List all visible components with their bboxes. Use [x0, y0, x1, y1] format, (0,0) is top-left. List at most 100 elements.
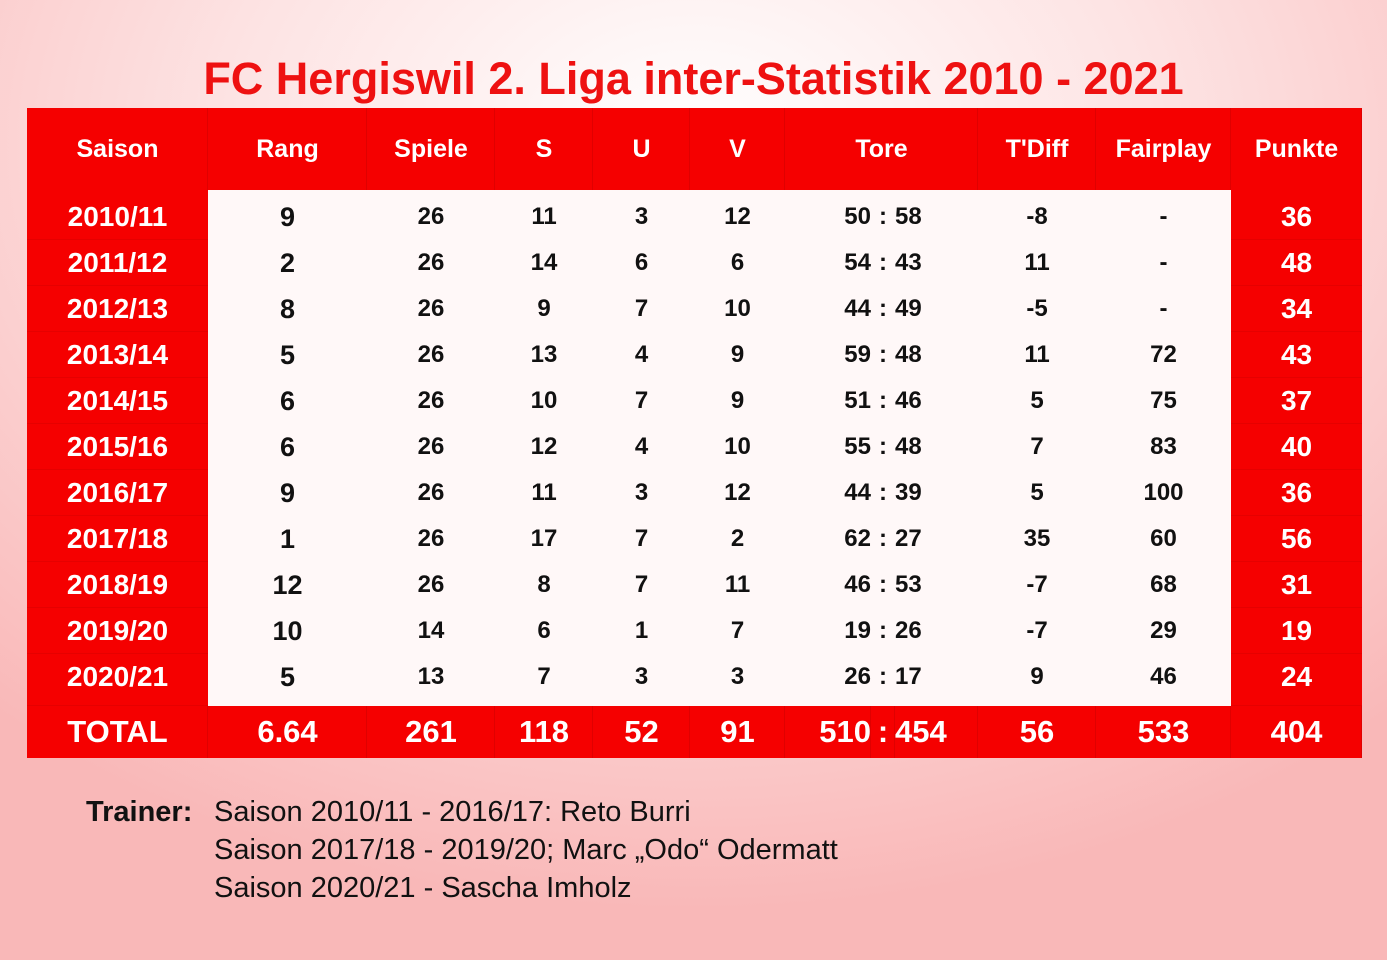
cell-tore-separator: :	[871, 470, 895, 516]
trainer-label: Trainer:	[86, 796, 193, 828]
cell-spiele: 26	[367, 332, 495, 378]
cell-v: 6	[690, 240, 785, 286]
cell-tore-for: 62	[785, 516, 871, 562]
cell-fairplay: 83	[1096, 424, 1232, 470]
cell-v: 91	[690, 706, 785, 758]
trainer-line: Saison 2017/18 - 2019/20; Marc „Odo“ Ode…	[214, 834, 838, 866]
cell-v: 10	[690, 286, 785, 332]
cell-saison: 2010/11	[27, 190, 208, 240]
cell-v: 7	[690, 608, 785, 654]
cell-saison: 2019/20	[27, 608, 208, 654]
cell-s: 11	[495, 470, 593, 516]
cell-s: 6	[495, 608, 593, 654]
cell-s: 17	[495, 516, 593, 562]
cell-u: 6	[593, 240, 690, 286]
cell-tdiff: -7	[978, 608, 1097, 654]
total-row: TOTAL 6.64 261 118 52 91 510:454 56 533 404	[27, 706, 1363, 758]
cell-fairplay: -	[1096, 190, 1232, 240]
header-u: U	[593, 108, 690, 190]
cell-rang: 10	[208, 608, 367, 654]
cell-saison: 2020/21	[27, 654, 208, 706]
cell-punkte: 36	[1231, 470, 1363, 516]
cell-saison: TOTAL	[27, 706, 208, 758]
cell-spiele: 13	[367, 654, 495, 706]
cell-tdiff: 9	[978, 654, 1097, 706]
header-spiele: Spiele	[367, 108, 495, 190]
page-title: FC Hergiswil 2. Liga inter-Statistik 201…	[203, 53, 1184, 104]
cell-s: 14	[495, 240, 593, 286]
cell-tore-against: 58	[895, 190, 979, 240]
cell-saison: 2018/19	[27, 562, 208, 608]
cell-rang: 5	[208, 332, 367, 378]
cell-tore-separator: :	[871, 332, 895, 378]
cell-rang: 5	[208, 654, 367, 706]
header-fairplay: Fairplay	[1096, 108, 1232, 190]
cell-s: 13	[495, 332, 593, 378]
cell-u: 3	[593, 190, 690, 240]
cell-tore-against: 26	[895, 608, 979, 654]
header-s: S	[495, 108, 593, 190]
cell-v: 11	[690, 562, 785, 608]
cell-tore-for: 55	[785, 424, 871, 470]
cell-saison: 2011/12	[27, 240, 208, 286]
cell-tore-for: 46	[785, 562, 871, 608]
table-row: 2017/18 1 26 17 7 2 62:27 35 60 56	[27, 516, 1363, 562]
cell-fairplay: 46	[1096, 654, 1232, 706]
cell-u: 7	[593, 562, 690, 608]
cell-v: 2	[690, 516, 785, 562]
cell-tore-separator: :	[871, 424, 895, 470]
cell-spiele: 26	[367, 240, 495, 286]
cell-tore-separator: :	[871, 706, 895, 758]
table-row: 2018/19 12 26 8 7 11 46:53 -7 68 31	[27, 562, 1363, 608]
cell-tore-for: 44	[785, 470, 871, 516]
cell-rang: 6	[208, 424, 367, 470]
cell-punkte: 37	[1231, 378, 1363, 424]
cell-tdiff: 11	[978, 332, 1097, 378]
cell-v: 12	[690, 470, 785, 516]
table-row: 2019/20 10 14 6 1 7 19:26 -7 29 19	[27, 608, 1363, 654]
cell-tdiff: 7	[978, 424, 1097, 470]
cell-tdiff: 35	[978, 516, 1097, 562]
cell-tore-separator: :	[871, 190, 895, 240]
cell-punkte: 34	[1231, 286, 1363, 332]
cell-punkte: 24	[1231, 654, 1363, 706]
cell-fairplay: -	[1096, 286, 1232, 332]
header-saison: Saison	[27, 108, 208, 190]
cell-u: 52	[593, 706, 690, 758]
cell-tore-separator: :	[871, 562, 895, 608]
cell-fairplay: 29	[1096, 608, 1232, 654]
table-row: 2012/13 8 26 9 7 10 44:49 -5-34	[27, 286, 1363, 332]
cell-u: 4	[593, 332, 690, 378]
cell-fairplay: 533	[1096, 706, 1232, 758]
cell-saison: 2016/17	[27, 470, 208, 516]
cell-tdiff: 56	[978, 706, 1097, 758]
cell-tdiff: -7	[978, 562, 1097, 608]
header-row: Saison Rang Spiele S U V Tore T'Diff Fai…	[27, 108, 1363, 190]
cell-spiele: 26	[367, 190, 495, 240]
cell-punkte: 404	[1231, 706, 1363, 758]
cell-tdiff: -5	[978, 286, 1097, 332]
cell-tore-against: 17	[895, 654, 979, 706]
table-row: 2010/11 9 26 11 3 12 50:58 -8-36	[27, 190, 1363, 240]
cell-spiele: 26	[367, 286, 495, 332]
cell-v: 9	[690, 378, 785, 424]
cell-v: 3	[690, 654, 785, 706]
cell-s: 118	[495, 706, 593, 758]
cell-tdiff: 5	[978, 378, 1097, 424]
cell-s: 8	[495, 562, 593, 608]
cell-fairplay: 68	[1096, 562, 1232, 608]
header-v: V	[690, 108, 785, 190]
cell-tore-against: 454	[895, 706, 979, 758]
cell-u: 7	[593, 516, 690, 562]
cell-saison: 2013/14	[27, 332, 208, 378]
cell-s: 9	[495, 286, 593, 332]
cell-rang: 1	[208, 516, 367, 562]
cell-fairplay: -	[1096, 240, 1232, 286]
cell-tore-separator: :	[871, 516, 895, 562]
cell-tore-for: 51	[785, 378, 871, 424]
cell-rang: 6.64	[208, 706, 367, 758]
cell-u: 7	[593, 378, 690, 424]
cell-tdiff: -8	[978, 190, 1097, 240]
cell-saison: 2017/18	[27, 516, 208, 562]
cell-tore-against: 43	[895, 240, 979, 286]
